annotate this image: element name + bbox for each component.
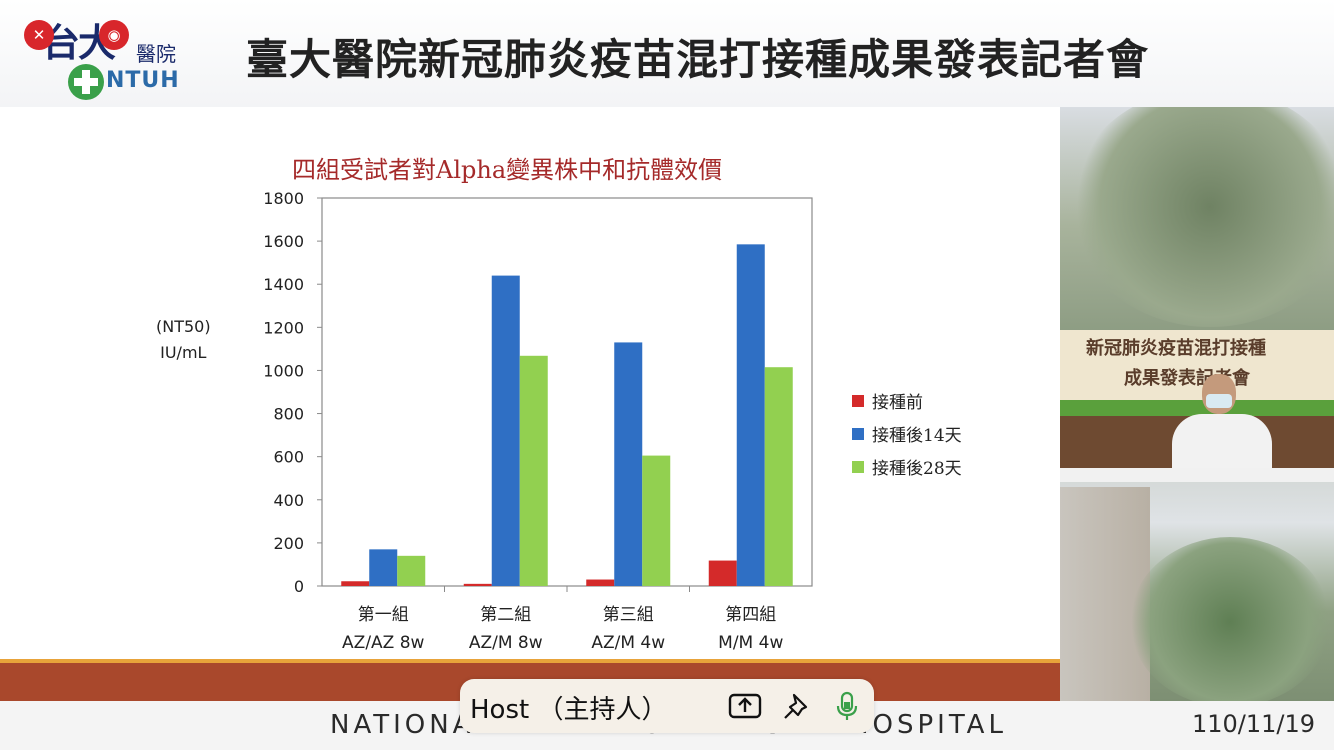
picture-in-picture-icon[interactable]: ◉: [99, 20, 129, 50]
tree-foreground: [1130, 537, 1330, 701]
x-category-sublabel: M/M 4w: [718, 633, 783, 653]
bar-1-3: [397, 555, 426, 586]
footer-date: 110/11/19: [1192, 710, 1316, 738]
y-tick-label: 800: [273, 405, 304, 424]
banner-line-1: 新冠肺炎疫苗混打接種: [1086, 338, 1266, 359]
legend-label: 接種後28天: [872, 459, 962, 479]
bar-2-1: [463, 583, 492, 586]
pin-icon[interactable]: [780, 691, 814, 721]
close-icon[interactable]: ✕: [24, 20, 54, 50]
banner-green-band: [1060, 400, 1334, 416]
bar-3-1: [586, 579, 615, 586]
press-banner: 新冠肺炎疫苗混打接種 成果發表記者會: [1060, 330, 1334, 400]
y-tick-label: 1400: [263, 275, 304, 294]
desk: [1060, 468, 1334, 482]
y-axis-unit: (NT50) IU/mL: [156, 314, 211, 366]
microphone-icon[interactable]: [830, 691, 864, 721]
legend-item: 接種後14天: [852, 417, 962, 450]
bar-2-3: [519, 355, 548, 586]
bar-1-1: [341, 581, 370, 586]
legend-label: 接種前: [872, 393, 923, 413]
x-category-label: 第三組: [603, 605, 654, 625]
bar-1-2: [369, 549, 398, 586]
chart-title: 四組受試者對Alpha變異株中和抗體效價: [292, 156, 723, 184]
bar-4-1: [708, 560, 737, 586]
x-category-label: 第一組: [358, 605, 409, 625]
share-screen-icon[interactable]: [728, 691, 762, 721]
plot-area: [321, 197, 813, 587]
speaker-video: 新冠肺炎疫苗混打接種 成果發表記者會: [1060, 330, 1334, 482]
y-tick-label: 0: [294, 577, 304, 596]
tree-background: [1070, 107, 1334, 327]
x-category-sublabel: AZ/M 8w: [469, 633, 543, 653]
bar-3-2: [614, 342, 643, 586]
y-tick-label: 1800: [263, 189, 304, 208]
bar-2-2: [491, 275, 520, 586]
y-tick-label: 200: [273, 534, 304, 553]
legend-label: 接種後14天: [872, 426, 962, 446]
x-category-sublabel: AZ/M 4w: [591, 633, 665, 653]
y-tick-label: 1200: [263, 318, 304, 337]
bar-chart: 0 200 400 600 800 1000 1200 1400 1600 1800 第一組 AZ/A…: [263, 189, 813, 653]
legend-item: 接種後28天: [852, 450, 962, 483]
speaker-mask: [1206, 394, 1232, 408]
x-category-sublabel: AZ/AZ 8w: [342, 633, 424, 653]
x-category-label: 第四組: [725, 605, 776, 625]
host-label: Host （主持人）: [470, 695, 668, 725]
speaker-figure: [1172, 374, 1272, 482]
bar-4-2: [736, 244, 765, 586]
unit-line-2: IU/mL: [160, 343, 207, 362]
host-toolbar: Host （主持人）: [460, 679, 874, 733]
y-tick-label: 1000: [263, 361, 304, 380]
logo-cross-icon: [68, 64, 104, 100]
y-tick-label: 1600: [263, 232, 304, 251]
legend-item: 接種前: [852, 384, 962, 417]
logo-hospital: 醫院: [136, 42, 176, 66]
bar-3-3: [642, 455, 671, 586]
legend-swatch: [852, 394, 864, 407]
chart-legend: 接種前接種後14天 接種後28天: [852, 384, 962, 483]
y-tick-label: 600: [273, 448, 304, 467]
slide-title: 臺大醫院新冠肺炎疫苗混打接種成果發表記者會: [246, 35, 1150, 84]
y-tick-label: 400: [273, 491, 304, 510]
bar-4-3: [764, 367, 793, 586]
legend-swatch: [852, 460, 864, 473]
unit-line-1: (NT50): [156, 317, 211, 336]
logo-ntuh: NTUH: [106, 68, 180, 93]
x-category-label: 第二組: [480, 605, 531, 625]
legend-swatch: [852, 427, 864, 440]
